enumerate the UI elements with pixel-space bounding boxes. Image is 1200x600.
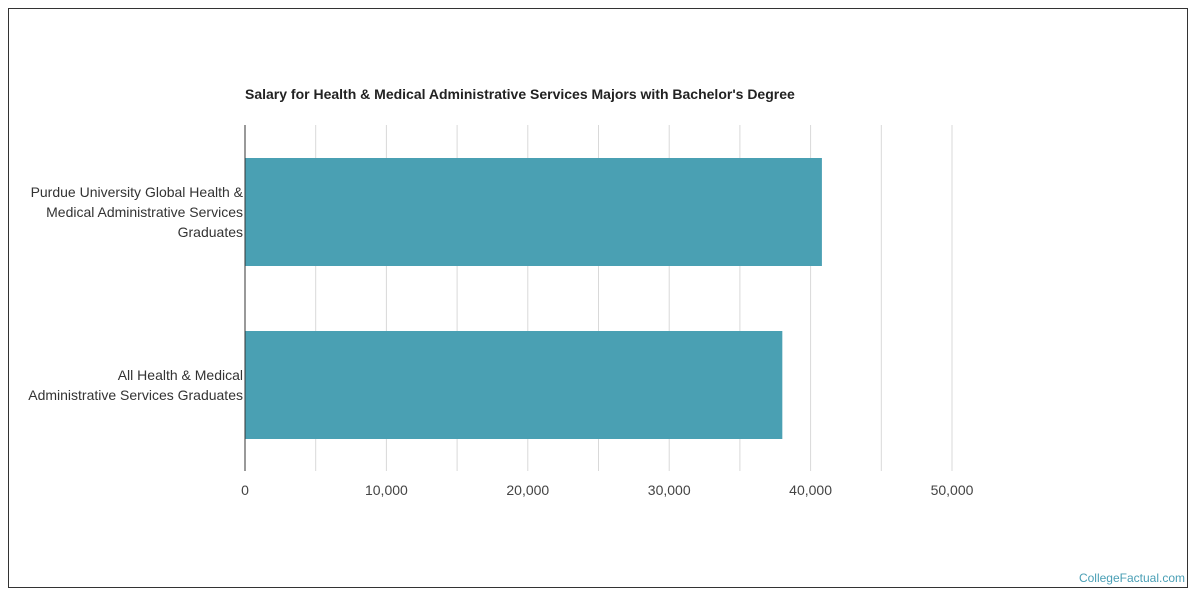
x-tick-label: 50,000 — [931, 482, 974, 498]
category-label-line: Purdue University Global Health & — [30, 184, 243, 200]
bar-0[interactable] — [245, 158, 822, 266]
category-label-0: Purdue University Global Health & Medical… — [3, 182, 243, 242]
category-label-1: All Health & Medical Administrative Servi… — [3, 365, 243, 405]
x-tick-label: 20,000 — [506, 482, 549, 498]
category-label-line: Medical Administrative Services — [46, 204, 243, 220]
x-tick-label: 40,000 — [789, 482, 832, 498]
category-label-line: Administrative Services Graduates — [28, 387, 243, 403]
source-link[interactable]: CollegeFactual.com — [1078, 571, 1185, 585]
x-tick-label: 10,000 — [365, 482, 408, 498]
bar-1[interactable] — [245, 331, 783, 439]
category-label-line: Graduates — [177, 224, 243, 240]
chart-title: Salary for Health & Medical Administrati… — [245, 86, 795, 102]
x-tick-label: 0 — [241, 482, 249, 498]
x-tick-label: 30,000 — [648, 482, 691, 498]
category-label-line: All Health & Medical — [117, 367, 243, 383]
